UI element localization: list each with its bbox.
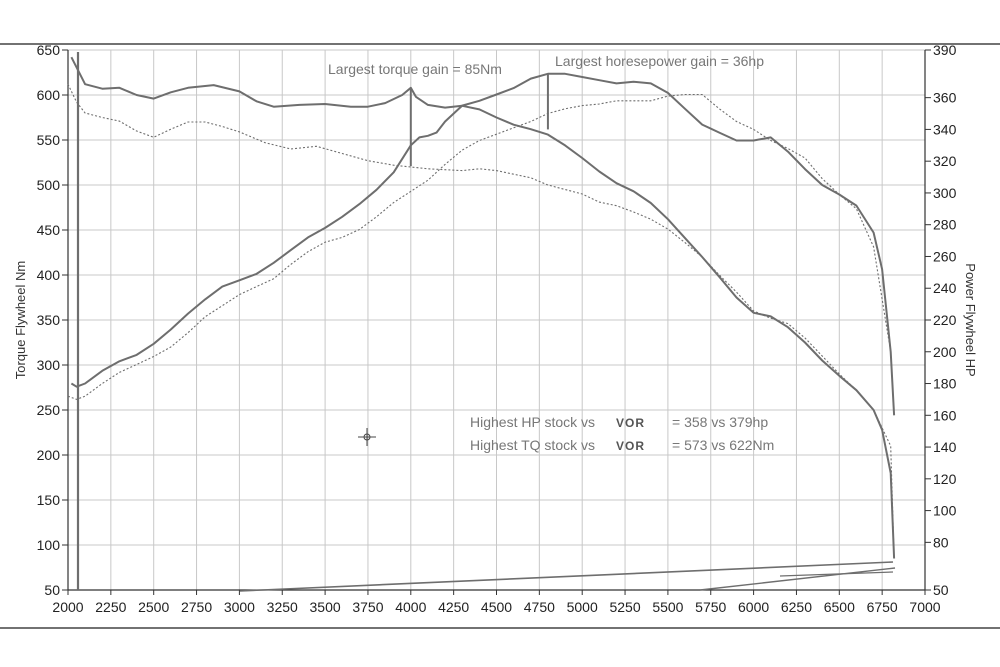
y-right-tick-label: 300 bbox=[933, 185, 957, 201]
x-tick-label: 4750 bbox=[524, 599, 555, 615]
stat-hp-label: Highest HP stock vs bbox=[470, 414, 595, 430]
y-left-tick-label: 250 bbox=[37, 402, 61, 418]
y-left-tick-label: 150 bbox=[37, 492, 61, 508]
y-right-tick-label: 140 bbox=[933, 439, 957, 455]
y-left-tick-label: 350 bbox=[37, 312, 61, 328]
y-right-tick-label: 320 bbox=[933, 153, 957, 169]
stats-block: Highest HP stock vs VOR = 358 vs 379hp H… bbox=[470, 414, 774, 453]
y-left-tick-label: 500 bbox=[37, 177, 61, 193]
y-left-tick-label: 50 bbox=[44, 582, 60, 598]
y-right-tick-label: 260 bbox=[933, 248, 957, 264]
stat-tq-value: = 573 vs 622Nm bbox=[672, 437, 774, 453]
y-right-tick-label: 390 bbox=[933, 42, 957, 58]
y-right-tick-label: 80 bbox=[933, 534, 949, 550]
dyno-ramp-lines bbox=[76, 52, 896, 592]
annotations bbox=[409, 73, 549, 167]
ramp-line-2 bbox=[699, 567, 896, 591]
y-left-tick-label: 450 bbox=[37, 222, 61, 238]
y-left-axis-title: Torque Flywheel Nm bbox=[13, 261, 28, 380]
y-right-tick-label: 160 bbox=[933, 407, 957, 423]
x-tick-label: 3250 bbox=[267, 599, 298, 615]
y-left-tick-label: 200 bbox=[37, 447, 61, 463]
x-tick-label: 5500 bbox=[652, 599, 683, 615]
x-tick-label: 5750 bbox=[695, 599, 726, 615]
power-series-tuned-line bbox=[70, 72, 896, 416]
torque-series-stock-line bbox=[67, 83, 895, 559]
x-tick-label: 2750 bbox=[181, 599, 212, 615]
y-left-tick-label: 600 bbox=[37, 87, 61, 103]
y-right-tick-label: 360 bbox=[933, 90, 957, 106]
x-tick-label: 5000 bbox=[567, 599, 598, 615]
ramp-line-1 bbox=[239, 561, 894, 592]
power-series-stock-line bbox=[67, 93, 895, 416]
series-lines bbox=[67, 56, 896, 559]
y-left-tick-label: 100 bbox=[37, 537, 61, 553]
y-right-tick-label: 340 bbox=[933, 121, 957, 137]
x-tick-label: 2250 bbox=[95, 599, 126, 615]
x-tick-label: 4000 bbox=[395, 599, 426, 615]
x-tick-label: 3500 bbox=[310, 599, 341, 615]
x-tick-label: 6750 bbox=[867, 599, 898, 615]
crosshair-cursor-icon bbox=[358, 428, 376, 446]
x-tick-label: 3000 bbox=[224, 599, 255, 615]
y-right-tick-label: 240 bbox=[933, 280, 957, 296]
y-right-tick-label: 50 bbox=[933, 582, 949, 598]
y-right-tick-label: 120 bbox=[933, 471, 957, 487]
y-left-axis-ticks: 50 100 150 200 250 300 350 400 450 500 550 600 650 bbox=[37, 42, 68, 598]
stat-tq-label: Highest TQ stock vs bbox=[470, 437, 595, 453]
y-right-tick-label: 220 bbox=[933, 312, 957, 328]
y-left-tick-label: 550 bbox=[37, 132, 61, 148]
x-tick-label: 2000 bbox=[52, 599, 83, 615]
x-tick-label: 4500 bbox=[481, 599, 512, 615]
x-tick-label: 6250 bbox=[781, 599, 812, 615]
x-tick-label: 5250 bbox=[609, 599, 640, 615]
stat-tq-brand: VOR bbox=[616, 439, 645, 453]
torque-gain-label: Largest torque gain = 85Nm bbox=[328, 61, 502, 77]
y-left-tick-label: 300 bbox=[37, 357, 61, 373]
y-right-tick-label: 100 bbox=[933, 503, 957, 519]
x-tick-label: 6500 bbox=[824, 599, 855, 615]
y-left-tick-label: 400 bbox=[37, 267, 61, 283]
y-right-tick-label: 180 bbox=[933, 376, 957, 392]
x-tick-label: 4250 bbox=[438, 599, 469, 615]
y-right-axis-ticks: 50 80 100 120 140 160 180 200 220 240 260 280 300 320… bbox=[925, 42, 957, 598]
y-right-tick-label: 200 bbox=[933, 344, 957, 360]
hp-gain-label: Largest horesepower gain = 36hp bbox=[555, 53, 764, 69]
x-tick-label: 3750 bbox=[352, 599, 383, 615]
grid-lines bbox=[67, 49, 926, 591]
ramp-line-3 bbox=[779, 571, 894, 577]
y-right-axis-title: Power Flywheel HP bbox=[963, 263, 978, 376]
x-axis-ticks: 2000 2250 2500 2750 3000 3250 3500 3750 4000 4250… bbox=[52, 590, 941, 615]
y-left-tick-label: 650 bbox=[37, 42, 61, 58]
x-tick-label: 6000 bbox=[738, 599, 769, 615]
x-tick-label: 2500 bbox=[138, 599, 169, 615]
x-tick-label: 7000 bbox=[909, 599, 940, 615]
y-right-tick-label: 280 bbox=[933, 217, 957, 233]
torque-series-tuned-line bbox=[70, 56, 896, 559]
stat-hp-value: = 358 vs 379hp bbox=[672, 414, 768, 430]
stat-hp-brand: VOR bbox=[616, 416, 645, 430]
